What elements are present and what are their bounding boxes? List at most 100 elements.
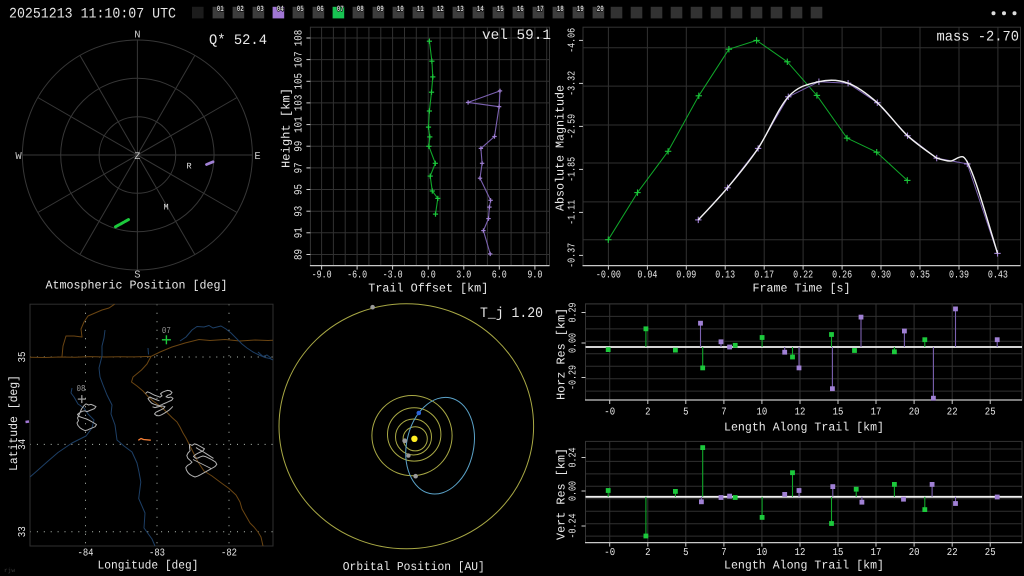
svg-text:22: 22	[947, 407, 958, 419]
svg-text:-1.11: -1.11	[567, 200, 579, 225]
svg-text:-1.85: -1.85	[567, 157, 579, 182]
svg-text:-0: -0	[604, 407, 615, 419]
svg-text:2: 2	[645, 547, 650, 559]
svg-text:Absolute Magnitude: Absolute Magnitude	[554, 85, 568, 211]
svg-text:12: 12	[437, 5, 444, 14]
svg-text:12: 12	[795, 547, 806, 559]
svg-text:-0: -0	[604, 547, 615, 559]
svg-text:Atmospheric Position [deg]: Atmospheric Position [deg]	[46, 279, 228, 293]
svg-text:07: 07	[162, 326, 171, 336]
svg-text:15: 15	[497, 5, 504, 14]
svg-text:-3.0: -3.0	[383, 270, 403, 282]
svg-text:Q* 52.4: Q* 52.4	[209, 33, 267, 49]
svg-text:89: 89	[293, 249, 305, 260]
svg-text:0.43: 0.43	[988, 270, 1008, 282]
svg-text:5: 5	[683, 547, 688, 559]
svg-text:0.26: 0.26	[832, 270, 852, 282]
svg-text:22: 22	[947, 547, 958, 559]
svg-text:5: 5	[683, 407, 688, 419]
svg-text:105: 105	[293, 73, 305, 90]
svg-text:0.22: 0.22	[793, 270, 813, 282]
svg-text:20251213 11:10:07 UTC: 20251213 11:10:07 UTC	[9, 7, 176, 23]
svg-text:-84: -84	[78, 548, 94, 560]
svg-text:0.24: 0.24	[568, 448, 580, 468]
svg-text:W: W	[15, 151, 22, 163]
svg-text:15: 15	[833, 547, 844, 559]
svg-text:0.09: 0.09	[676, 270, 696, 282]
svg-text:E: E	[254, 151, 260, 163]
svg-text:3.0: 3.0	[456, 270, 471, 282]
svg-text:Length Along Trail [km]: Length Along Trail [km]	[724, 559, 884, 573]
svg-text:Trail Offset [km]: Trail Offset [km]	[368, 282, 488, 296]
svg-text:10: 10	[757, 407, 768, 419]
svg-text:03: 03	[257, 5, 264, 14]
svg-text:0.00: 0.00	[568, 333, 580, 353]
svg-text:Latitude [deg]: Latitude [deg]	[7, 375, 21, 471]
svg-text:T_j 1.20: T_j 1.20	[480, 306, 543, 322]
svg-text:06: 06	[317, 5, 324, 14]
svg-text:15: 15	[833, 407, 844, 419]
svg-text:-82: -82	[221, 548, 237, 560]
svg-text:0.39: 0.39	[949, 270, 969, 282]
svg-text:12: 12	[795, 407, 806, 419]
svg-text:18: 18	[557, 5, 564, 14]
svg-text:S: S	[134, 270, 140, 282]
svg-text:9.0: 9.0	[527, 270, 542, 282]
svg-text:0.29: 0.29	[568, 303, 580, 323]
svg-text:16: 16	[517, 5, 524, 14]
svg-text:Longitude [deg]: Longitude [deg]	[98, 559, 199, 573]
svg-text:97: 97	[293, 162, 305, 173]
svg-text:M: M	[163, 203, 168, 213]
svg-text:0.30: 0.30	[871, 270, 891, 282]
svg-text:-0.37: -0.37	[567, 243, 579, 268]
svg-text:-83: -83	[149, 548, 165, 560]
svg-text:0.04: 0.04	[637, 270, 657, 282]
svg-text:-0.00: -0.00	[596, 270, 621, 282]
svg-text:6.0: 6.0	[492, 270, 507, 282]
svg-text:10: 10	[757, 547, 768, 559]
svg-text:08: 08	[357, 5, 364, 14]
svg-text:25: 25	[985, 547, 996, 559]
svg-text:101: 101	[293, 116, 305, 133]
svg-text:11: 11	[417, 5, 424, 14]
svg-text:01: 01	[217, 5, 224, 14]
svg-text:108: 108	[293, 30, 305, 47]
svg-text:Length Along Trail [km]: Length Along Trail [km]	[724, 421, 884, 435]
svg-text:10: 10	[397, 5, 404, 14]
svg-text:17: 17	[871, 547, 882, 559]
svg-text:19: 19	[577, 5, 584, 14]
svg-text:2: 2	[645, 407, 650, 419]
svg-text:vel 59.1: vel 59.1	[482, 28, 551, 44]
svg-text:34: 34	[17, 439, 29, 450]
svg-text:0.13: 0.13	[715, 270, 735, 282]
svg-text:0.00: 0.00	[568, 481, 580, 501]
svg-text:-0.29: -0.29	[568, 365, 580, 390]
svg-text:-9.0: -9.0	[312, 270, 332, 282]
svg-text:0.0: 0.0	[421, 270, 436, 282]
svg-text:Height [km]: Height [km]	[280, 88, 294, 168]
svg-text:-3.32: -3.32	[567, 71, 579, 96]
svg-text:R: R	[186, 162, 191, 172]
svg-text:14: 14	[477, 5, 484, 14]
svg-text:95: 95	[293, 184, 305, 195]
svg-text:07: 07	[337, 5, 344, 14]
svg-text:Vert Res [km]: Vert Res [km]	[555, 448, 569, 540]
svg-text:25: 25	[985, 407, 996, 419]
svg-text:103: 103	[293, 95, 305, 112]
svg-text:-4.06: -4.06	[567, 28, 579, 53]
svg-text:0.17: 0.17	[754, 270, 774, 282]
svg-text:20: 20	[909, 547, 920, 559]
svg-text:7: 7	[721, 407, 726, 419]
svg-text:13: 13	[457, 5, 464, 14]
svg-text:rjw: rjw	[4, 567, 15, 574]
svg-text:99: 99	[293, 141, 305, 152]
svg-text:93: 93	[293, 206, 305, 217]
svg-text:107: 107	[293, 51, 305, 68]
svg-text:-6.0: -6.0	[347, 270, 367, 282]
svg-text:02: 02	[237, 5, 244, 14]
svg-text:17: 17	[537, 5, 544, 14]
svg-text:Orbital Position [AU]: Orbital Position [AU]	[343, 560, 485, 574]
svg-text:N: N	[134, 30, 140, 42]
svg-text:33: 33	[17, 526, 29, 537]
svg-text:Frame Time [s]: Frame Time [s]	[753, 282, 851, 296]
